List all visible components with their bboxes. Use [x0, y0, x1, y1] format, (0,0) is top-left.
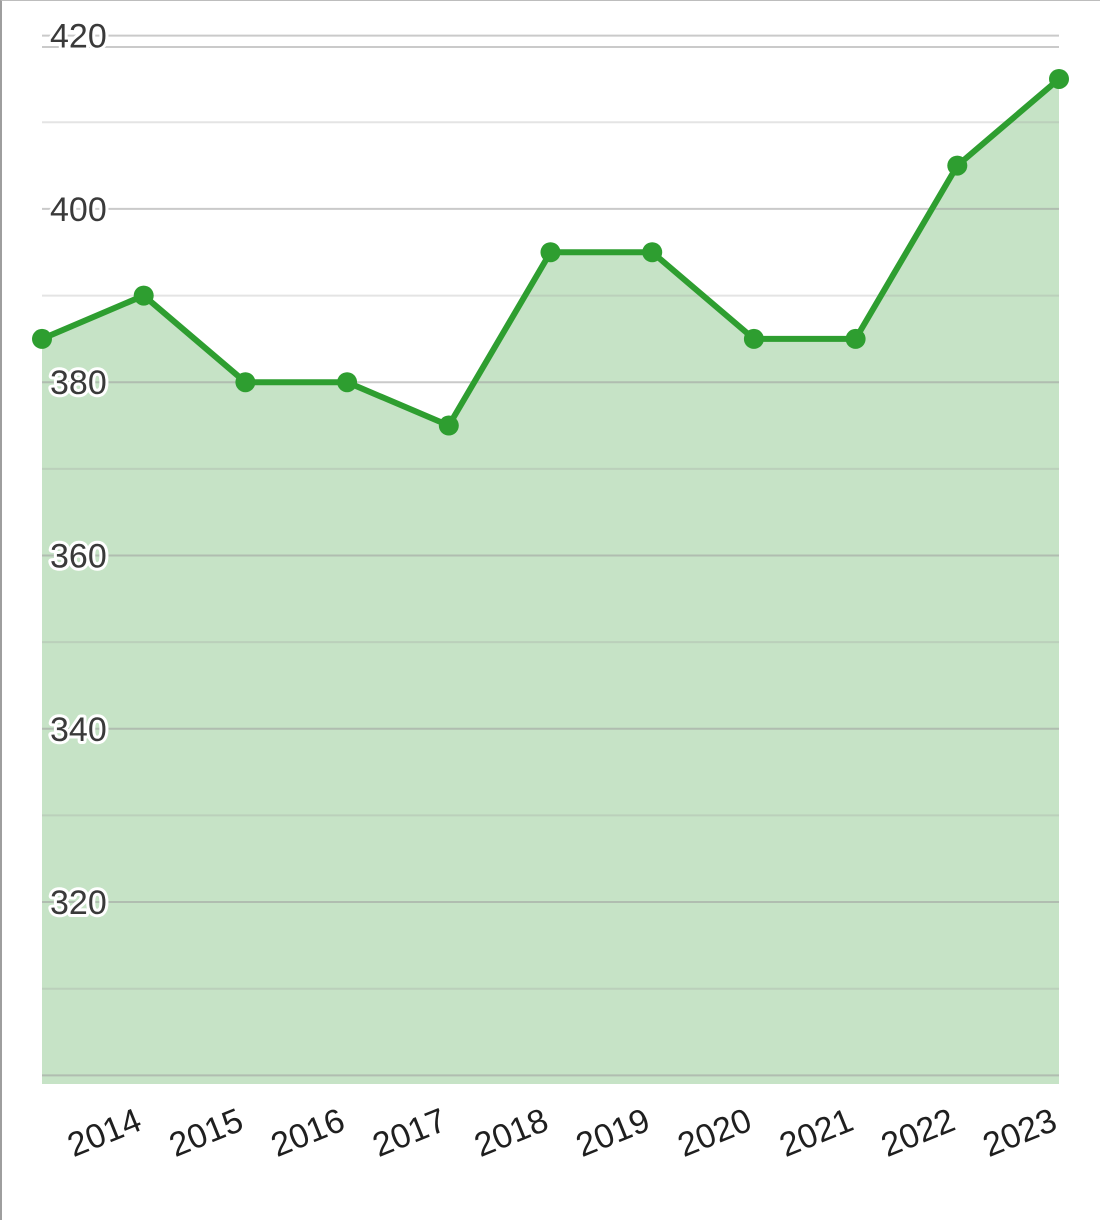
x-tick-label: 2016 [266, 1101, 350, 1165]
area-layer [42, 78, 1059, 1084]
data-point-2021 [845, 328, 866, 349]
x-axis-ticks: 2014 2015 2016 2017 2018 2019 2020 2021 2022 2023 [62, 1101, 1062, 1165]
x-tick-label: 2015 [164, 1101, 248, 1165]
x-tick-label: 2022 [876, 1101, 960, 1165]
series-area [42, 78, 1059, 1084]
x-tick-label: 2020 [673, 1101, 757, 1165]
x-tick-label: 2017 [367, 1101, 451, 1165]
x-tick-label: 2014 [62, 1101, 146, 1165]
data-point-2014 [133, 285, 154, 306]
y-tick-label: 320 [50, 884, 107, 922]
y-axis-ticks: 320 340 360 380 400 420 [47, 15, 110, 925]
data-points [32, 68, 1069, 436]
x-tick-label: 2023 [978, 1101, 1062, 1165]
data-point-2022 [947, 155, 968, 176]
y-tick-label: 340 [50, 711, 107, 749]
data-point-2023 [1049, 68, 1069, 89]
x-tick-label: 2018 [469, 1101, 553, 1165]
x-tick-label: 2019 [571, 1101, 655, 1165]
x-tick-label: 2021 [774, 1101, 858, 1165]
data-point-2013 [32, 328, 52, 349]
data-point-2020 [743, 328, 764, 349]
gridlines [42, 34, 1059, 1077]
data-point-2016 [337, 372, 358, 393]
data-point-2015 [235, 372, 256, 393]
data-point-2017 [438, 415, 459, 436]
y-tick-label: 380 [50, 364, 107, 402]
y-tick-label: 400 [50, 191, 107, 229]
y-tick-label: 360 [50, 537, 107, 575]
data-point-2019 [642, 242, 663, 263]
y-tick-label: 420 [50, 18, 107, 56]
data-point-2018 [540, 242, 561, 263]
